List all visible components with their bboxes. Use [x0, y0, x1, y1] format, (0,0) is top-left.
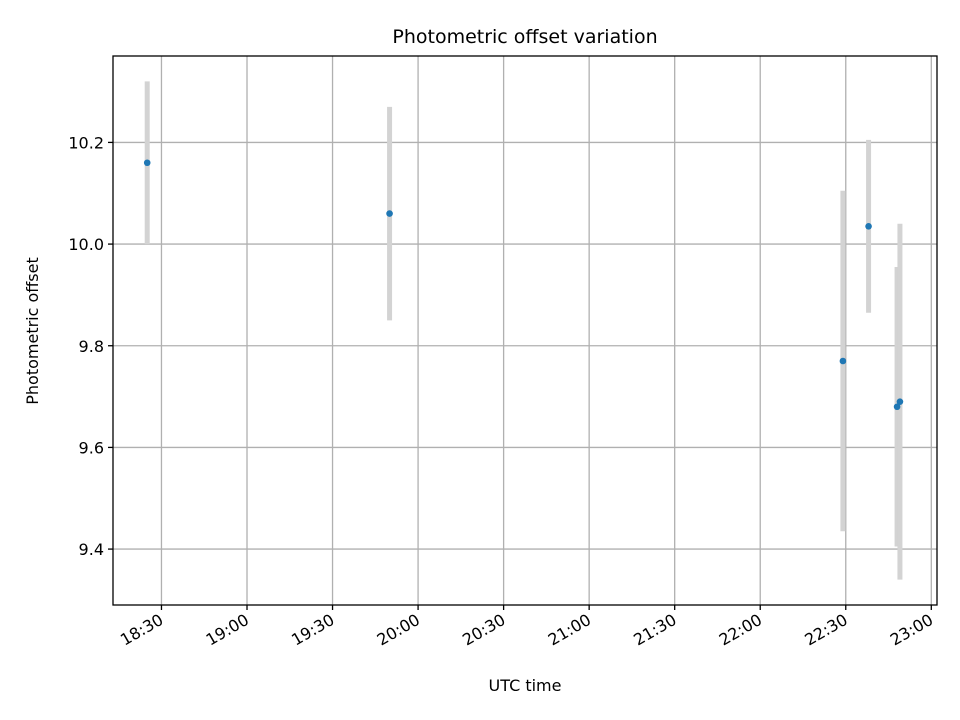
y-tick-label: 9.4	[79, 540, 104, 559]
grid	[113, 56, 937, 605]
y-tick-label: 10.0	[68, 235, 104, 254]
data-points	[143, 159, 904, 411]
data-point	[386, 210, 393, 217]
y-tick-label: 9.8	[79, 337, 104, 356]
y-axis-label: Photometric offset	[23, 257, 42, 405]
x-axis-label: UTC time	[489, 676, 562, 695]
data-point	[143, 159, 151, 167]
data-point	[893, 403, 901, 411]
data-point	[896, 398, 904, 405]
data-point	[865, 222, 872, 230]
chart-title: Photometric offset variation	[392, 26, 657, 48]
y-tick-label: 9.6	[79, 438, 104, 457]
y-axis: 9.4 9.6 9.8 10.0 10.2	[68, 133, 113, 559]
y-tick-label: 10.2	[68, 133, 104, 152]
plot-frame	[112, 55, 938, 606]
data-point	[839, 357, 847, 365]
